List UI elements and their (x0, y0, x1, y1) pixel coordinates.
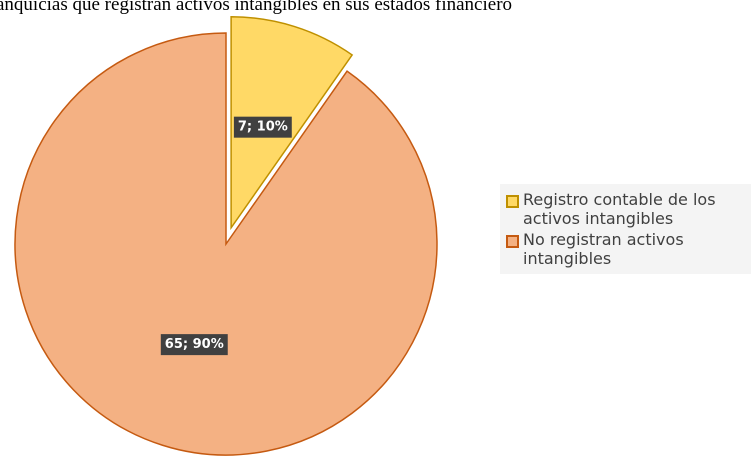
data-label: 7; 10% (238, 120, 288, 135)
legend-item: No registran activos intangibles (504, 230, 751, 268)
data-label: 65; 90% (165, 337, 224, 352)
legend-item: Registro contable de los activos intangi… (504, 190, 751, 228)
data-label-bg (233, 116, 292, 138)
data-label-bg (160, 334, 228, 356)
legend: Registro contable de los activos intangi… (500, 184, 751, 274)
chart-title: anquicias que registran activos intangib… (0, 0, 512, 15)
pie-slice (14, 32, 438, 456)
legend-label: Registro contable de los activos intangi… (523, 190, 716, 228)
legend-label: No registran activos intangibles (523, 230, 684, 268)
data-label-box: 7; 10% (233, 116, 292, 138)
data-label-box: 65; 90% (160, 334, 228, 356)
legend-swatch (506, 195, 519, 208)
legend-swatch (506, 235, 519, 248)
